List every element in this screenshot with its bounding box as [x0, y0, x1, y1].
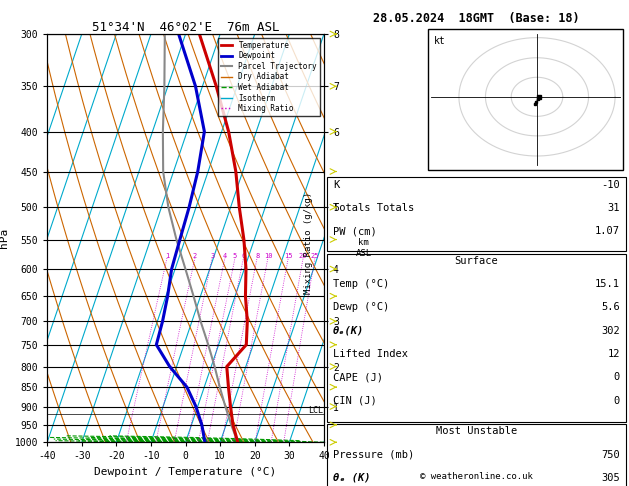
Text: 5: 5 [233, 253, 237, 259]
Text: 0: 0 [614, 372, 620, 382]
Text: 15: 15 [284, 253, 292, 259]
Text: 31: 31 [608, 203, 620, 213]
Text: Surface: Surface [455, 256, 498, 266]
Text: 0: 0 [614, 396, 620, 406]
Text: Dewp (°C): Dewp (°C) [333, 302, 389, 312]
Text: PW (cm): PW (cm) [333, 226, 377, 237]
Text: 1: 1 [165, 253, 169, 259]
Text: 8: 8 [255, 253, 259, 259]
Text: Temp (°C): Temp (°C) [333, 279, 389, 289]
Bar [327, 254, 626, 422]
Text: Totals Totals: Totals Totals [333, 203, 415, 213]
Text: © weatheronline.co.uk: © weatheronline.co.uk [420, 472, 533, 481]
Title: 51°34'N  46°02'E  76m ASL: 51°34'N 46°02'E 76m ASL [92, 21, 279, 34]
FancyBboxPatch shape [428, 29, 623, 170]
Text: Pressure (mb): Pressure (mb) [333, 450, 415, 460]
Text: 3: 3 [210, 253, 214, 259]
Y-axis label: hPa: hPa [0, 228, 9, 248]
Text: 5.6: 5.6 [601, 302, 620, 312]
Text: 28.05.2024  18GMT  (Base: 18): 28.05.2024 18GMT (Base: 18) [373, 12, 580, 25]
Text: 4: 4 [223, 253, 227, 259]
Text: 302: 302 [601, 326, 620, 336]
Text: Most Unstable: Most Unstable [436, 426, 517, 436]
Text: 25: 25 [311, 253, 320, 259]
Text: 750: 750 [601, 450, 620, 460]
Text: kt: kt [434, 36, 445, 47]
Text: 20: 20 [299, 253, 308, 259]
Bar [327, 424, 626, 486]
Text: K: K [333, 180, 339, 190]
Text: 12: 12 [608, 349, 620, 359]
Text: 2: 2 [193, 253, 197, 259]
X-axis label: Dewpoint / Temperature (°C): Dewpoint / Temperature (°C) [94, 467, 277, 477]
Text: 15.1: 15.1 [595, 279, 620, 289]
Text: CAPE (J): CAPE (J) [333, 372, 383, 382]
Text: 305: 305 [601, 473, 620, 483]
Text: Mixing Ratio (g/kg): Mixing Ratio (g/kg) [304, 192, 313, 294]
Text: Lifted Index: Lifted Index [333, 349, 408, 359]
Text: CIN (J): CIN (J) [333, 396, 377, 406]
Legend: Temperature, Dewpoint, Parcel Trajectory, Dry Adiabat, Wet Adiabat, Isotherm, Mi: Temperature, Dewpoint, Parcel Trajectory… [218, 38, 320, 116]
Text: -10: -10 [601, 180, 620, 190]
Text: 1.07: 1.07 [595, 226, 620, 237]
Y-axis label: km
ASL: km ASL [356, 238, 372, 258]
Text: θₑ(K): θₑ(K) [333, 326, 364, 336]
Bar [327, 177, 626, 251]
Text: 10: 10 [264, 253, 272, 259]
Text: 6: 6 [242, 253, 246, 259]
Text: LCL: LCL [308, 406, 323, 415]
Text: θₑ (K): θₑ (K) [333, 473, 370, 483]
